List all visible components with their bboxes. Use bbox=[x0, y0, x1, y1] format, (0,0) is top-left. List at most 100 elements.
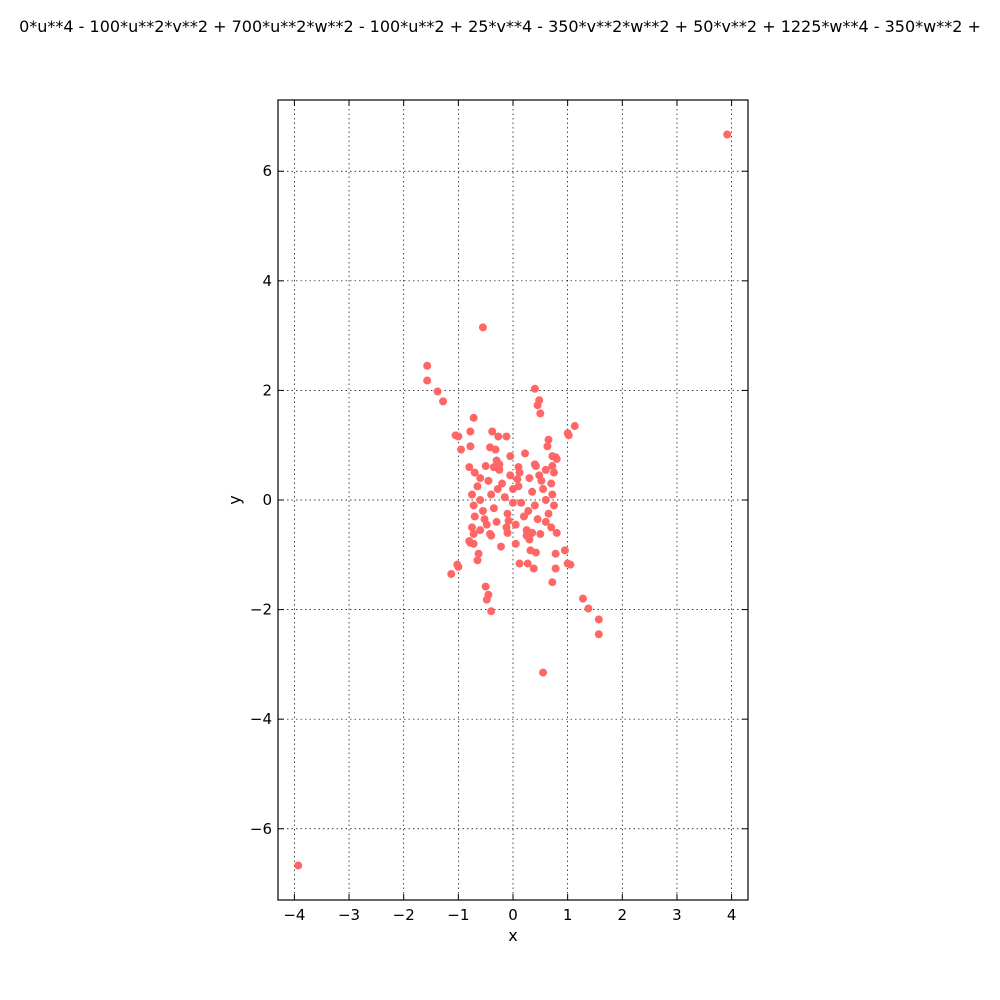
data-point bbox=[502, 432, 511, 441]
y-tick-label: −4 bbox=[250, 710, 272, 728]
data-point bbox=[470, 512, 479, 521]
data-point bbox=[530, 384, 539, 393]
data-point bbox=[474, 549, 483, 558]
data-point bbox=[454, 432, 463, 441]
x-tick-label: 2 bbox=[618, 906, 628, 924]
data-point bbox=[473, 556, 482, 565]
data-point bbox=[469, 501, 478, 510]
data-point bbox=[528, 487, 537, 496]
data-point bbox=[517, 498, 526, 507]
data-point bbox=[468, 490, 477, 499]
data-point bbox=[533, 515, 542, 524]
data-point bbox=[539, 668, 548, 677]
x-tick-label: −1 bbox=[447, 906, 469, 924]
data-point bbox=[486, 529, 495, 538]
data-point bbox=[539, 485, 548, 494]
data-point bbox=[476, 496, 485, 504]
x-tick-label: 3 bbox=[672, 906, 682, 924]
data-point bbox=[514, 482, 523, 491]
data-point bbox=[457, 445, 466, 454]
x-tick-label: −2 bbox=[393, 906, 415, 924]
data-point bbox=[476, 526, 485, 535]
data-point bbox=[531, 548, 540, 557]
data-point bbox=[509, 498, 517, 507]
y-tick-label: −2 bbox=[250, 601, 272, 619]
data-point bbox=[547, 523, 556, 532]
data-point bbox=[488, 427, 497, 436]
data-point bbox=[480, 515, 489, 524]
data-point bbox=[564, 431, 573, 440]
data-point bbox=[468, 523, 477, 532]
x-tick-label: 4 bbox=[727, 906, 737, 924]
data-point bbox=[511, 520, 520, 529]
data-point bbox=[544, 509, 553, 518]
data-point bbox=[484, 476, 493, 485]
data-point bbox=[481, 462, 490, 471]
data-point bbox=[523, 559, 532, 568]
data-point bbox=[489, 504, 498, 513]
data-point bbox=[423, 361, 432, 370]
data-point bbox=[423, 376, 432, 385]
data-point bbox=[478, 323, 487, 332]
y-tick-label: −6 bbox=[250, 820, 272, 838]
data-point bbox=[547, 479, 556, 488]
data-point bbox=[466, 427, 475, 436]
data-point bbox=[594, 630, 603, 639]
x-axis-label: x bbox=[508, 926, 517, 945]
data-point bbox=[506, 471, 515, 480]
data-point bbox=[492, 517, 501, 526]
data-point bbox=[466, 442, 475, 451]
x-tick-label: 1 bbox=[563, 906, 573, 924]
data-point bbox=[515, 559, 524, 568]
data-point bbox=[524, 506, 533, 515]
data-point bbox=[484, 590, 493, 599]
data-point bbox=[536, 409, 545, 418]
data-point bbox=[549, 468, 558, 477]
data-point bbox=[723, 130, 732, 139]
data-point bbox=[560, 546, 569, 555]
data-point bbox=[578, 594, 587, 603]
data-point bbox=[487, 490, 496, 499]
data-point bbox=[502, 523, 511, 532]
data-point bbox=[498, 479, 507, 488]
data-point bbox=[487, 607, 496, 616]
data-point bbox=[530, 501, 539, 510]
data-point bbox=[476, 474, 485, 483]
data-point bbox=[511, 539, 520, 548]
data-point bbox=[469, 413, 478, 422]
data-point bbox=[552, 528, 561, 537]
data-point bbox=[594, 615, 603, 624]
data-point bbox=[521, 449, 530, 458]
data-point bbox=[541, 496, 550, 504]
data-point bbox=[549, 501, 558, 510]
data-point bbox=[473, 482, 482, 491]
x-tick-label: 0 bbox=[508, 906, 518, 924]
data-point bbox=[543, 442, 552, 451]
data-point bbox=[504, 516, 513, 525]
data-point bbox=[469, 529, 478, 538]
x-tick-label: −3 bbox=[338, 906, 360, 924]
data-point bbox=[506, 452, 515, 461]
data-point bbox=[515, 468, 524, 477]
chart-title: 0*u**4 - 100*u**2*v**2 + 700*u**2*w**2 -… bbox=[19, 17, 981, 36]
data-points bbox=[294, 130, 732, 870]
data-point bbox=[493, 485, 502, 494]
data-point bbox=[536, 529, 545, 538]
y-axis-label: y bbox=[225, 495, 244, 504]
y-axis: −6 −4 −2 0 2 4 6 bbox=[250, 162, 748, 838]
y-tick-label: 0 bbox=[262, 491, 272, 509]
data-point bbox=[548, 490, 557, 499]
data-point bbox=[496, 542, 505, 551]
data-point bbox=[294, 861, 303, 870]
data-point bbox=[544, 435, 553, 444]
data-point bbox=[465, 537, 474, 546]
y-tick-label: 6 bbox=[262, 162, 272, 180]
data-point bbox=[486, 443, 495, 452]
data-point bbox=[563, 559, 572, 568]
data-point bbox=[478, 506, 487, 515]
data-point bbox=[481, 582, 490, 591]
data-point bbox=[447, 569, 456, 578]
data-point bbox=[519, 512, 528, 521]
data-point bbox=[495, 460, 504, 469]
data-point bbox=[537, 476, 546, 485]
